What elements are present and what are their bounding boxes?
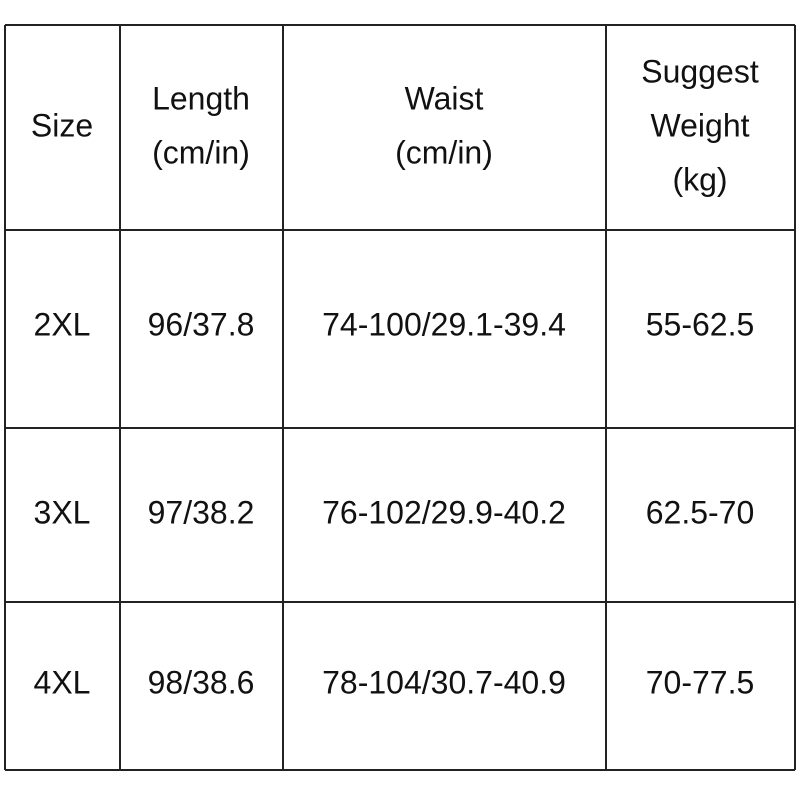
table-cell: 76-102/29.9-40.2 — [322, 494, 566, 530]
table-cell: 4XL — [34, 664, 91, 700]
header-cell: (cm/in) — [395, 134, 493, 170]
table-cell: 70-77.5 — [646, 664, 755, 700]
table-cell: 2XL — [34, 306, 91, 342]
table-cell: 98/38.6 — [148, 664, 255, 700]
header-cell: Waist — [405, 80, 484, 116]
table-cell: 78-104/30.7-40.9 — [322, 664, 566, 700]
table-cell: 3XL — [34, 494, 91, 530]
table-cell: 55-62.5 — [646, 306, 755, 342]
header-cell: Weight — [650, 107, 749, 143]
table-cell: 97/38.2 — [148, 494, 255, 530]
table-grid — [4, 24, 796, 771]
header-cell: (cm/in) — [152, 134, 250, 170]
header-cell: Suggest — [641, 53, 759, 89]
table-cell: 96/37.8 — [148, 306, 255, 342]
header-cell: Size — [31, 107, 93, 143]
table-cell: 74-100/29.1-39.4 — [322, 306, 566, 342]
header-cell: Length — [152, 80, 250, 116]
table-cell: 62.5-70 — [646, 494, 755, 530]
header-cell: (kg) — [672, 161, 727, 197]
